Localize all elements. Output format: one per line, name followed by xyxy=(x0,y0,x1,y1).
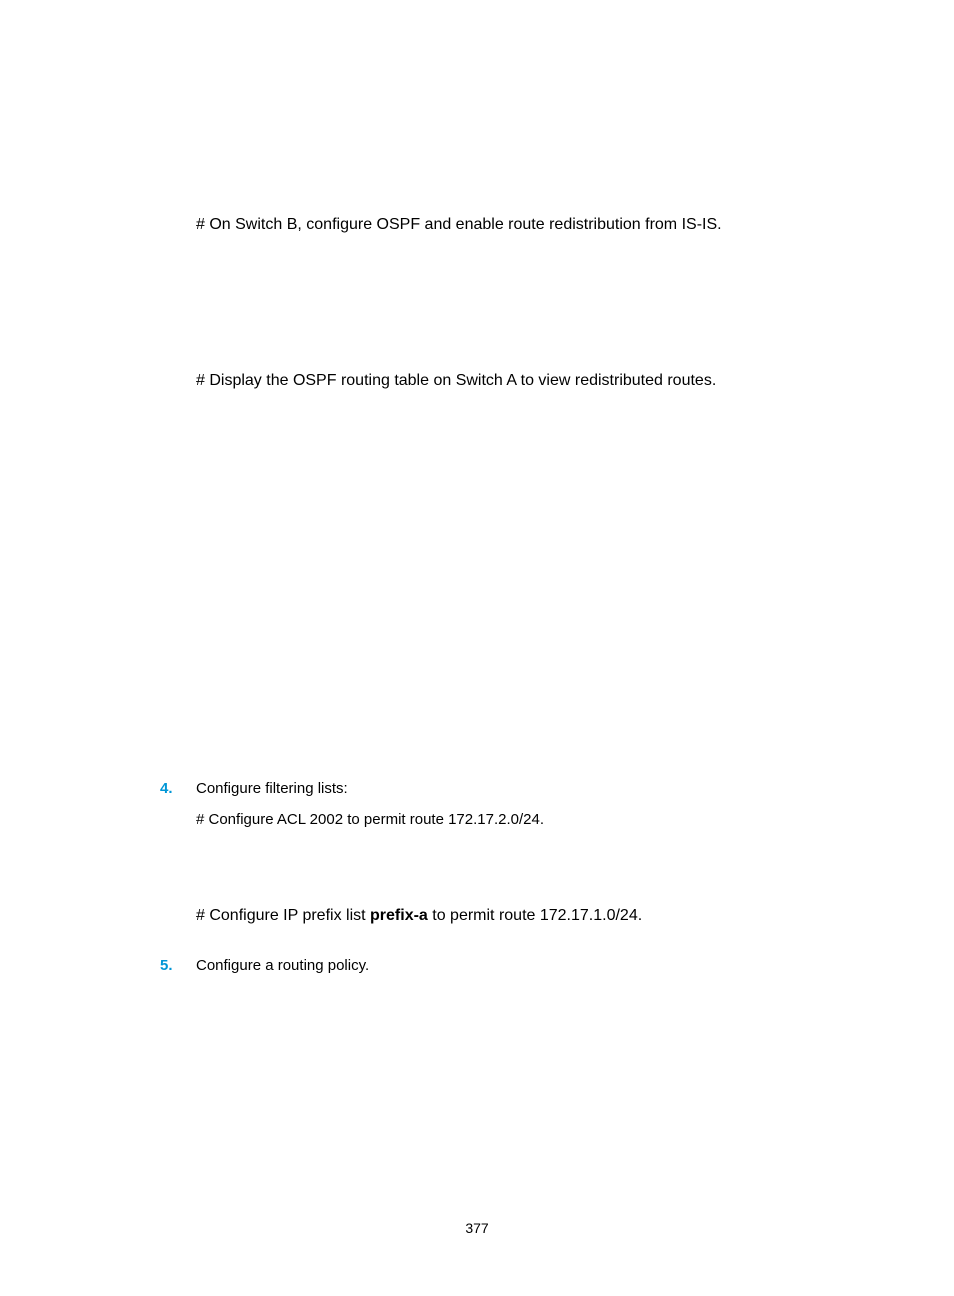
step-content: Configure a routing policy. xyxy=(196,955,369,978)
text-post: to permit route 172.17.1.0/24. xyxy=(428,907,642,924)
step-number: 5. xyxy=(160,957,196,974)
list-item: 5. Configure a routing policy. xyxy=(160,955,854,978)
text-pre: # Configure IP prefix list xyxy=(196,907,370,924)
text-bold: prefix-a xyxy=(370,907,428,924)
step-title: Configure filtering lists: xyxy=(196,778,544,801)
instruction-display-ospf: # Display the OSPF routing table on Swit… xyxy=(196,372,854,390)
step-4-block: 4. Configure filtering lists: # Configur… xyxy=(160,778,854,831)
step-title: Configure a routing policy. xyxy=(196,955,369,978)
instruction-switch-b: # On Switch B, configure OSPF and enable… xyxy=(196,216,854,234)
page-content: # On Switch B, configure OSPF and enable… xyxy=(0,0,954,978)
list-item: 4. Configure filtering lists: # Configur… xyxy=(160,778,854,831)
instruction-text: # On Switch B, configure OSPF and enable… xyxy=(196,216,722,233)
step-5-block: 5. Configure a routing policy. xyxy=(160,955,854,978)
instruction-text: # Display the OSPF routing table on Swit… xyxy=(196,372,716,389)
step-number: 4. xyxy=(160,780,196,797)
step-line: # Configure ACL 2002 to permit route 172… xyxy=(196,809,544,832)
step-content: Configure filtering lists: # Configure A… xyxy=(196,778,544,831)
page-number: 377 xyxy=(0,1220,954,1236)
instruction-prefix: # Configure IP prefix list prefix-a to p… xyxy=(196,907,854,925)
